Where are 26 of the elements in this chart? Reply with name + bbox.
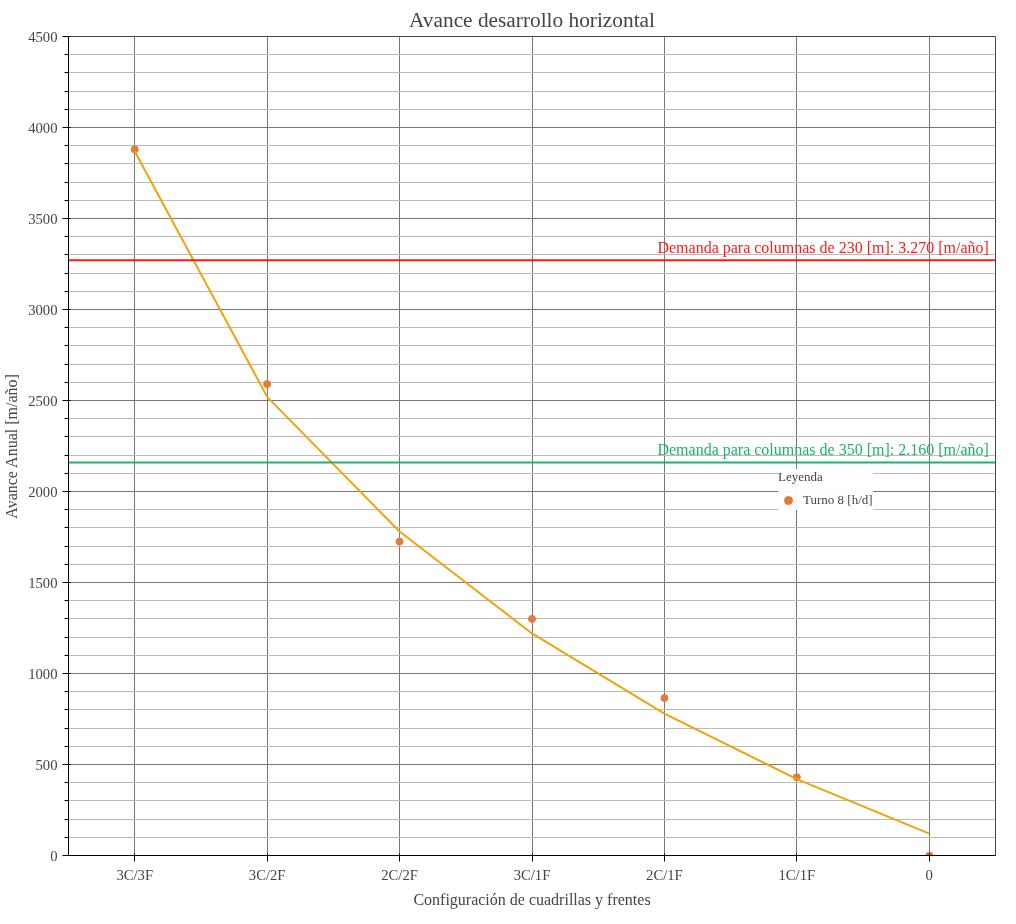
y-tick-label: 4000 (28, 119, 58, 136)
y-tick-label: 2000 (28, 483, 58, 500)
y-tick-label: 1000 (28, 665, 58, 682)
y-tick-label: 3000 (28, 301, 58, 318)
y-tick-label: 3500 (28, 210, 58, 227)
legend-title: Leyenda (778, 469, 824, 485)
x-tick-label: 1C/1F (778, 866, 816, 883)
x-tick-label: 3C/2F (248, 866, 286, 883)
y-tick-label: 1500 (28, 574, 58, 591)
y-tick-label: 500 (35, 756, 58, 773)
point (395, 537, 404, 546)
point (528, 614, 536, 623)
y-tick-label: 2500 (28, 392, 58, 409)
y-tick-label: 0 (50, 847, 58, 864)
x-tick-label: 2C/2F (381, 866, 418, 883)
x-tick-label: 0 (925, 866, 933, 883)
legend-label: Turno 8 [h/d] (803, 492, 873, 508)
y-tick-label: 4500 (28, 28, 58, 45)
point (263, 380, 272, 389)
x-tick-label: 2C/1F (646, 866, 683, 883)
point (660, 694, 669, 703)
y-axis-title: Avance Anual [m/año] (3, 374, 21, 519)
x-axis-title: Configuración de cuadrillas y frentes (413, 890, 651, 909)
x-tick-label: 3C/3F (116, 866, 154, 883)
chart-title: Avance desarrollo horizontal (409, 7, 656, 32)
x-tick-label: 3C/1F (513, 866, 551, 883)
